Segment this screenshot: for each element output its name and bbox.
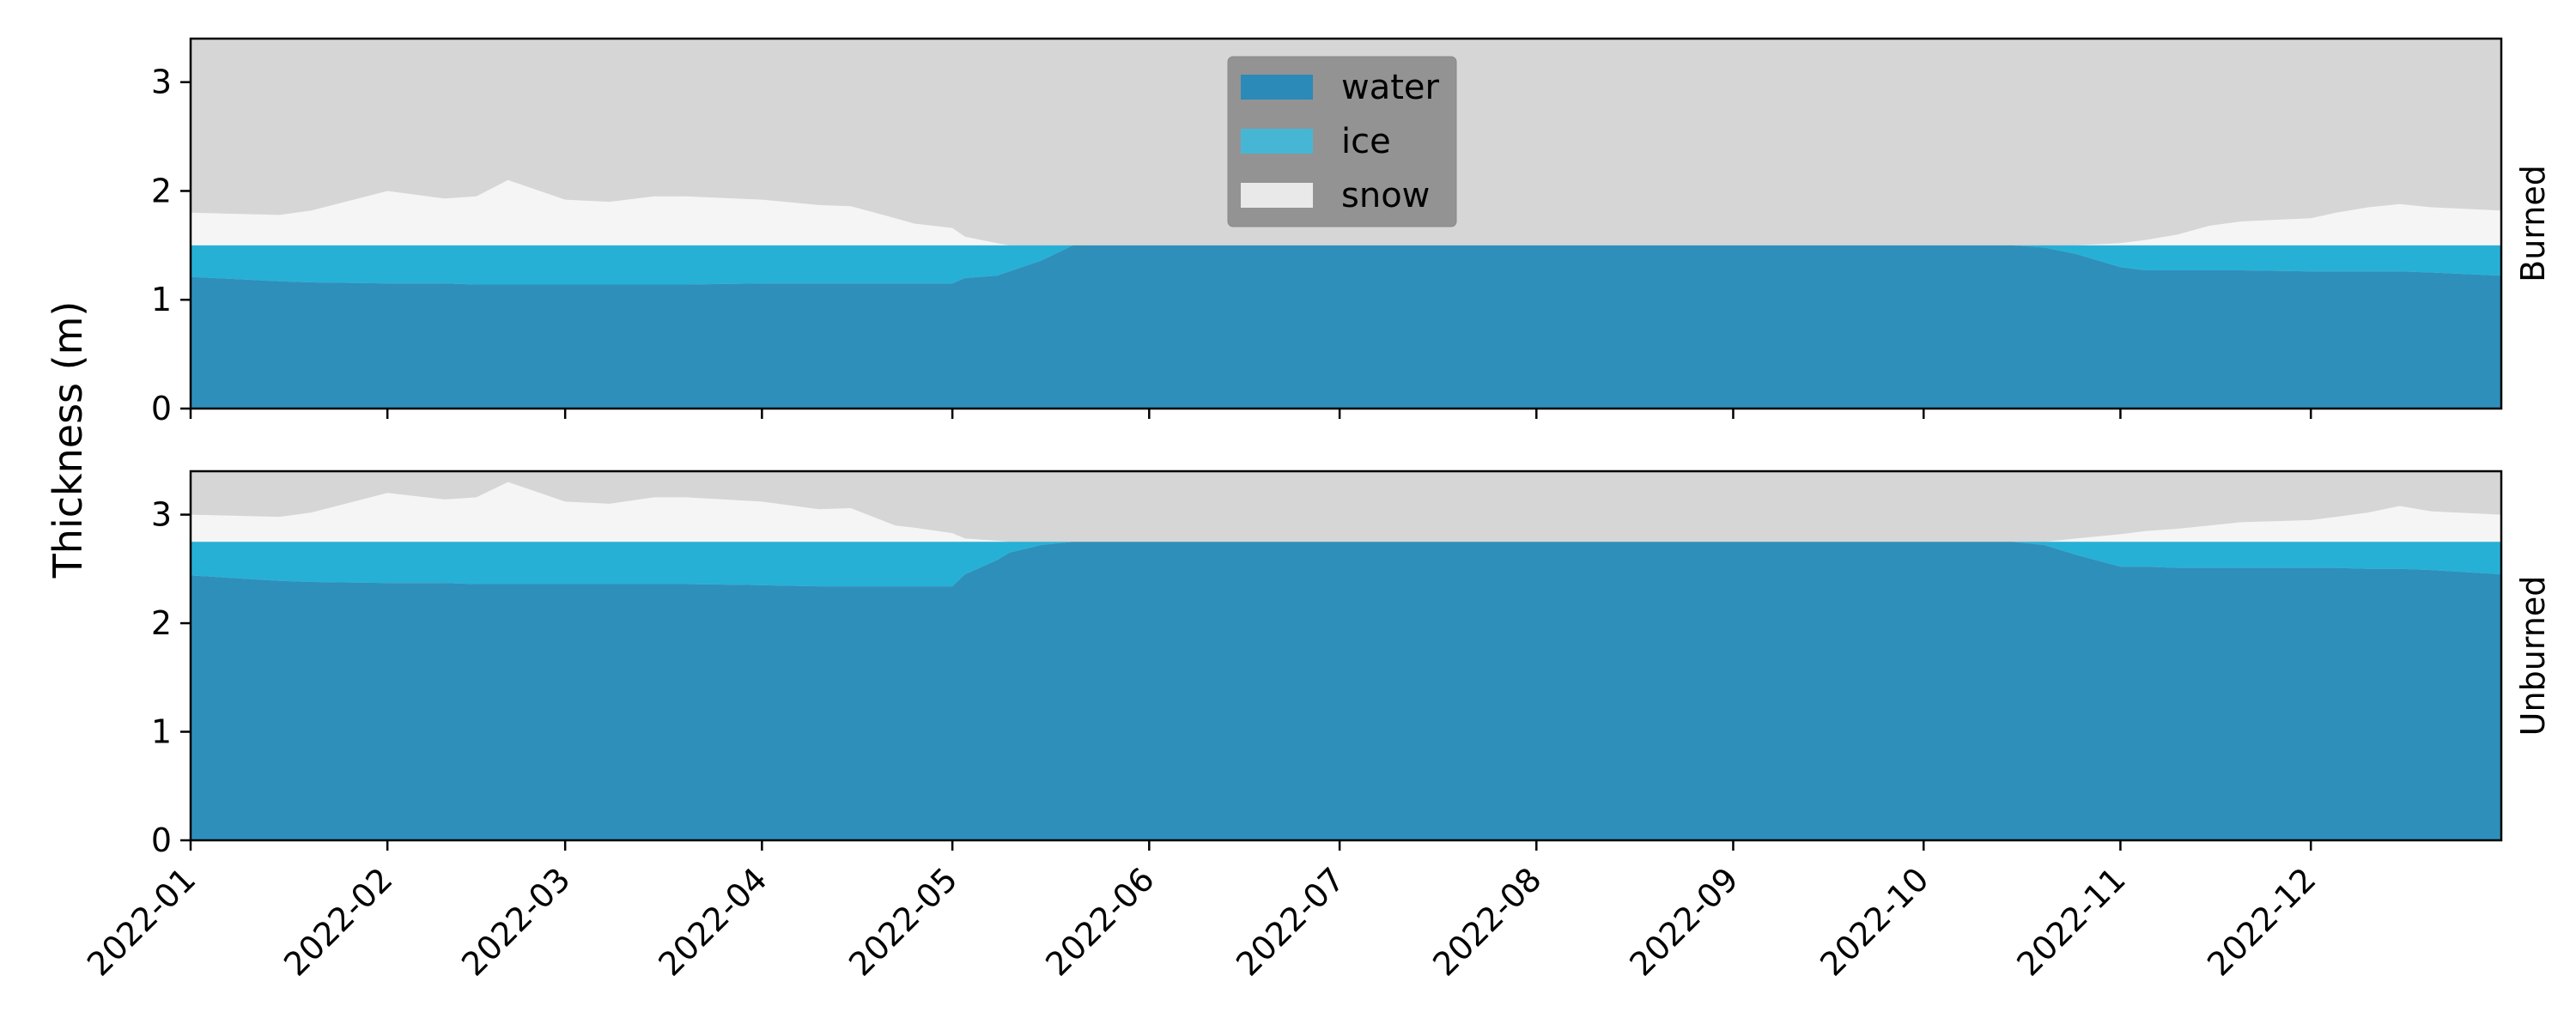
- panel-unburned: 0 1 2 3 Unburned: [151, 470, 2552, 859]
- plot-frame: [189, 37, 2503, 410]
- x-tick-label: 2022-02: [276, 860, 399, 983]
- x-tick-label: 2022-09: [1622, 860, 1745, 983]
- legend-label-water: water: [1341, 68, 1440, 107]
- x-tick-label: 2022-08: [1425, 860, 1548, 983]
- legend-label-snow: snow: [1341, 176, 1430, 215]
- x-tick-label: 2022-06: [1038, 860, 1161, 983]
- panel-title: Unburned: [2514, 576, 2552, 736]
- legend: water ice snow: [1227, 56, 1457, 227]
- series-snow-area: [191, 179, 2501, 245]
- y-tick-label: 0: [151, 821, 172, 859]
- plot-frame: [189, 470, 2503, 842]
- series-water-area: [191, 245, 2501, 409]
- legend-swatch-water: [1241, 75, 1313, 100]
- x-tick-label: 2022-12: [2200, 860, 2323, 983]
- x-tick-label: 2022-07: [1229, 860, 1352, 983]
- y-tick-label: 1: [151, 713, 172, 751]
- series-ice-area: [191, 245, 2501, 285]
- y-tick-label: 3: [151, 496, 172, 534]
- series-snow-area: [191, 482, 2501, 542]
- x-tick-label: 2022-03: [454, 860, 577, 983]
- x-tick-label: 2022-11: [2009, 860, 2132, 983]
- y-tick-label: 3: [151, 64, 172, 101]
- legend-swatch-snow: [1241, 183, 1313, 208]
- y-tick-label: 2: [151, 172, 172, 209]
- x-tick-label: 2022-01: [80, 860, 203, 983]
- legend-swatch-ice: [1241, 129, 1313, 154]
- x-tick-label: 2022-05: [841, 860, 964, 983]
- y-tick-label: 1: [151, 281, 172, 318]
- panel-title: Burned: [2514, 165, 2552, 282]
- x-tick-label: 2022-04: [651, 860, 774, 983]
- series-ice-area: [191, 542, 2501, 587]
- y-tick-label: 0: [151, 390, 172, 427]
- y-tick-label: 2: [151, 604, 172, 642]
- series-water-area: [191, 542, 2501, 840]
- y-axis-title: Thickness (m): [45, 301, 91, 579]
- legend-label-ice: ice: [1341, 122, 1391, 161]
- x-tick-label: 2022-10: [1813, 860, 1935, 983]
